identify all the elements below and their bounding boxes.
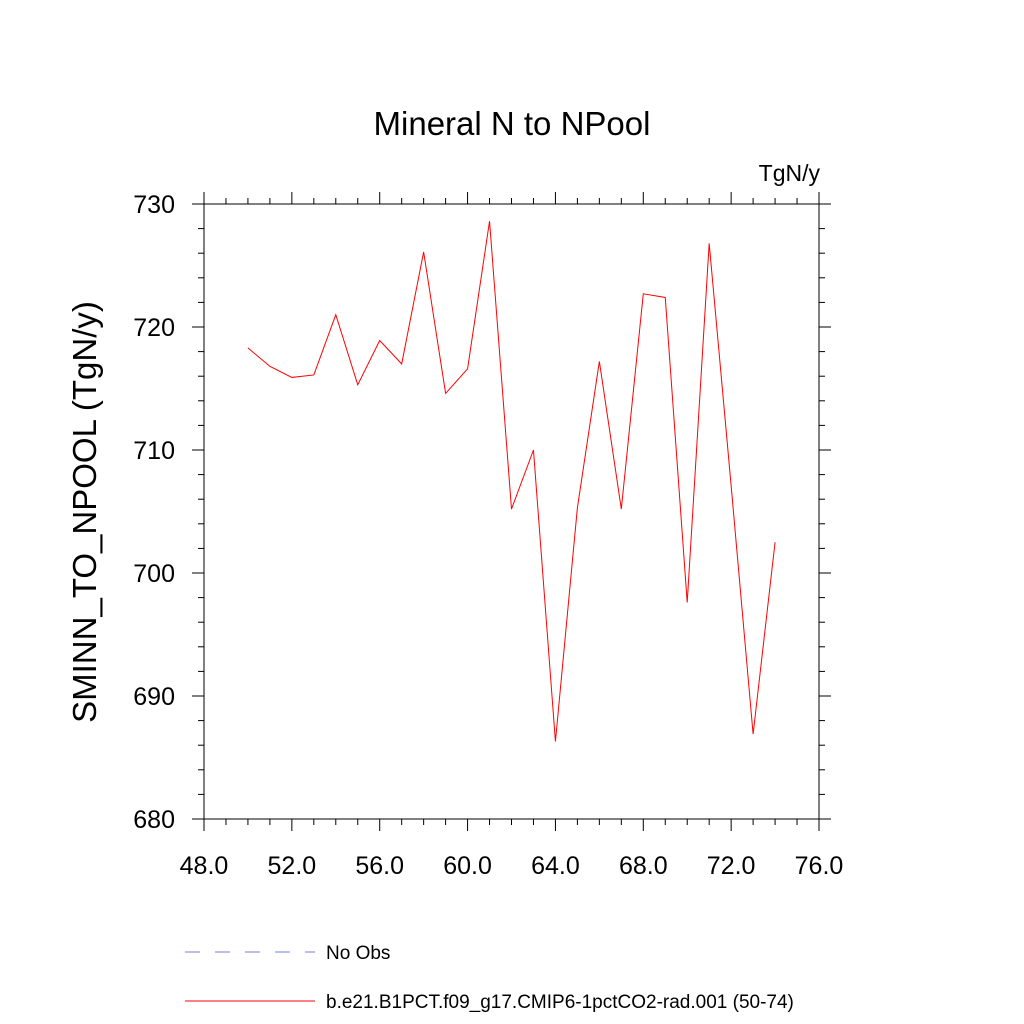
data-point [401,363,403,365]
data-point [533,449,535,451]
x-tick-label: 64.0 [531,852,580,880]
data-point [511,508,513,510]
data-point [467,368,469,370]
y-axis-label: SMINN_TO_NPOOL (TgN/y) [66,301,103,723]
data-point [313,374,315,376]
data-point [708,243,710,245]
units-label: TgN/y [759,160,821,186]
data-point [577,507,579,509]
data-point [423,251,425,253]
data-point [664,297,666,299]
x-tick-label: 60.0 [443,852,492,880]
x-tick-label: 68.0 [619,852,668,880]
data-point [247,347,249,349]
data-point [269,366,271,368]
data-point [379,340,381,342]
y-tick-label: 710 [133,437,175,465]
data-point [642,293,644,295]
data-point [555,741,557,743]
x-axis: 48.0 52.0 56.0 60.0 64.0 68.0 72.0 76.0 [180,192,844,880]
data-point [357,384,359,386]
x-tick-label: 56.0 [355,852,404,880]
data-point [752,733,754,735]
y-axis: 680 690 700 710 720 730 [133,191,831,834]
data-point [599,361,601,363]
data-point [489,220,491,222]
x-tick-label: 76.0 [795,852,844,880]
data-point [445,393,447,395]
series-line [247,221,776,742]
data-point [686,602,688,604]
data-point [335,314,337,316]
series-layer [247,220,776,743]
x-tick-label: 48.0 [180,852,229,880]
plot-frame [203,203,820,820]
x-tick-label: 52.0 [268,852,317,880]
y-tick-label: 690 [133,683,175,711]
data-point [774,541,776,543]
legend-label-no-obs: No Obs [326,943,390,964]
x-tick-label: 72.0 [707,852,756,880]
legend: No Obs b.e21.B1PCT.f09_g17.CMIP6-1pctCO2… [185,943,794,1013]
chart-title: Mineral N to NPool [374,105,651,142]
y-tick-label: 700 [133,560,175,588]
data-point [291,377,293,379]
y-tick-label: 720 [133,314,175,342]
y-tick-label: 680 [133,806,175,834]
data-point [621,508,623,510]
y-tick-label: 730 [133,191,175,219]
legend-label-model-run: b.e21.B1PCT.f09_g17.CMIP6-1pctCO2-rad.00… [326,992,794,1013]
data-point [730,485,732,487]
